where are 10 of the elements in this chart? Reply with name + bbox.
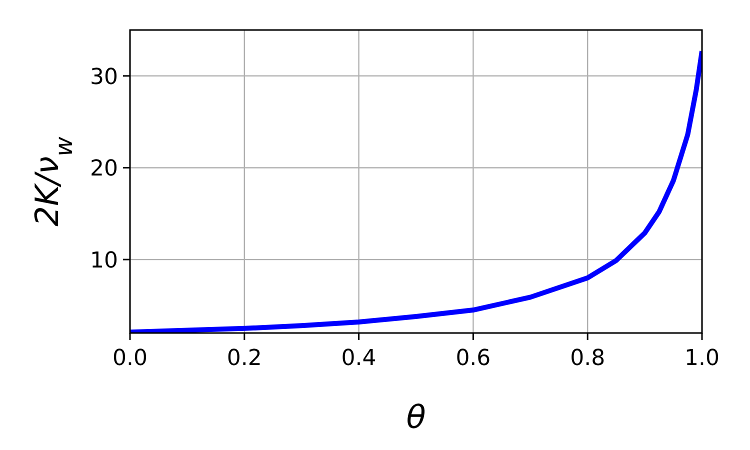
x-tick-label: 0.2 [226, 346, 262, 371]
x-axis-title: θ [406, 398, 426, 436]
x-tick-label: 1.0 [684, 346, 720, 371]
y-tick-label: 30 [90, 64, 118, 90]
x-tick-label: 0.0 [112, 346, 148, 371]
x-tick-label: 0.4 [341, 346, 376, 371]
y-tick-label: 10 [90, 248, 118, 274]
y-tick-label: 20 [90, 156, 118, 182]
x-tick-label: 0.8 [570, 346, 606, 371]
x-tick-label: 0.6 [456, 346, 491, 371]
